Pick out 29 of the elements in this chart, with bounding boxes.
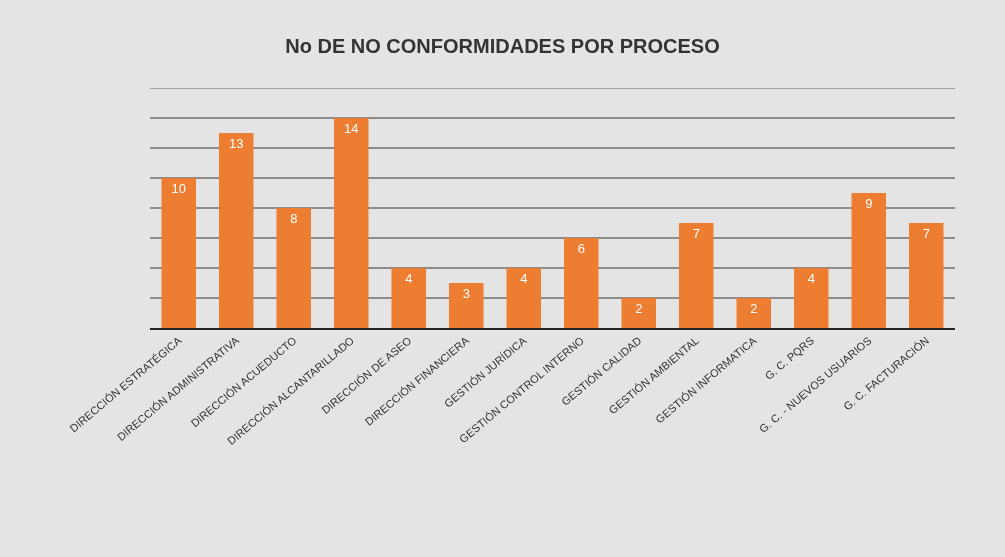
chart-title: No DE NO CONFORMIDADES POR PROCESO (285, 34, 720, 57)
data-label: 4 (807, 271, 815, 286)
bar (506, 268, 541, 328)
bar (334, 118, 369, 328)
bar (391, 268, 426, 328)
data-label: 7 (692, 226, 700, 241)
bar (564, 238, 599, 328)
bar (679, 223, 714, 328)
data-label: 2 (750, 301, 758, 316)
bar (736, 298, 771, 328)
data-label: 4 (405, 271, 413, 286)
bar (276, 208, 311, 328)
bar (161, 178, 196, 328)
bar (851, 193, 886, 328)
data-label: 13 (229, 136, 244, 151)
bar (449, 283, 484, 328)
data-label: 2 (635, 301, 643, 316)
bar (909, 223, 944, 328)
data-label: 8 (290, 211, 298, 226)
data-label: 9 (865, 196, 873, 211)
data-label: 4 (520, 271, 528, 286)
data-label: 10 (171, 181, 186, 196)
data-label: 7 (922, 226, 930, 241)
data-label: 6 (577, 241, 585, 256)
bar (794, 268, 829, 328)
data-label: 3 (462, 286, 470, 301)
data-label: 14 (344, 121, 359, 136)
bar (219, 133, 254, 328)
bar (621, 298, 656, 328)
